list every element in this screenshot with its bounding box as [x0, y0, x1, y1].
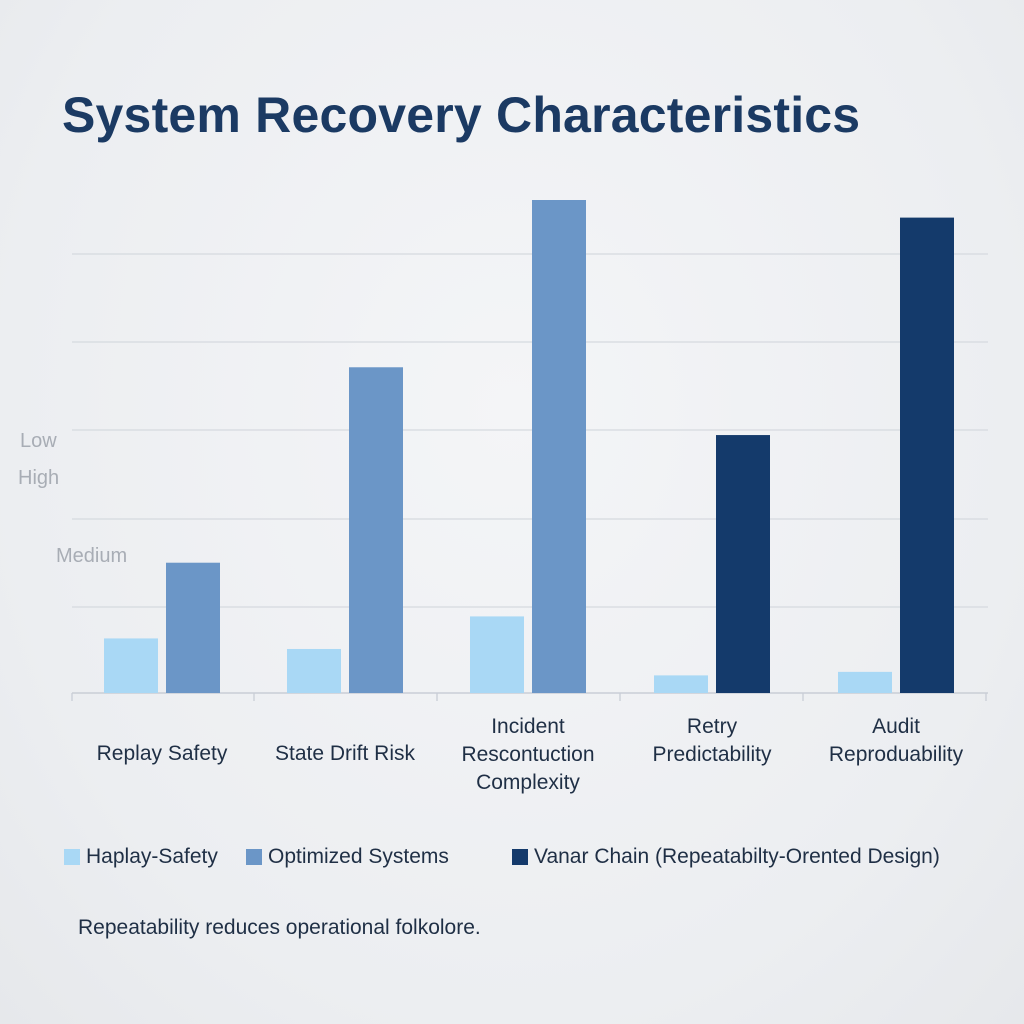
x-category-label: Reproduability [829, 743, 964, 766]
x-category-label: Complexity [476, 771, 580, 794]
legend-label: Optimized Systems [268, 845, 449, 868]
y-tick-label: Medium [56, 545, 127, 567]
y-tick-label: Low [20, 430, 57, 452]
x-category-label: Retry [687, 715, 738, 738]
legend-label: Vanar Chain (Repeatabilty-Orented Design… [534, 845, 940, 868]
legend-swatch [64, 849, 80, 865]
x-category-label: Replay Safety [97, 742, 228, 765]
chart-caption: Repeatability reduces operational folkol… [78, 916, 481, 939]
bar-vanar-chain-repeatabilty-orented-design [900, 217, 954, 693]
legend-item-haplay-safety: Haplay-Safety [64, 845, 218, 869]
x-category-label: Predictability [652, 743, 772, 766]
legend-swatch [512, 849, 528, 865]
bar-optimized-systems [532, 200, 586, 693]
bar-haplay-safety [838, 671, 892, 693]
bar-haplay-safety [104, 638, 158, 693]
x-category-label: Audit [872, 715, 920, 738]
y-tick-label: High [18, 467, 59, 489]
x-axis [71, 692, 988, 701]
chart-title: System Recovery Characteristics [62, 87, 861, 143]
labels: Low High Medium Replay Safety State Drift Ri… [18, 430, 964, 794]
bar-haplay-safety [654, 675, 708, 693]
bar-haplay-safety [470, 616, 524, 693]
x-category-label: Incident [491, 715, 565, 738]
x-category-label: Rescontuction [461, 743, 594, 766]
bar-optimized-systems [166, 562, 220, 693]
gridlines [72, 253, 988, 608]
legend-item-vanar-chain: Vanar Chain (Repeatabilty-Orented Design… [512, 845, 940, 869]
bar-optimized-systems [349, 367, 403, 693]
bars [104, 200, 954, 693]
bar-haplay-safety [287, 648, 341, 693]
legend-swatch [246, 849, 262, 865]
legend-label: Haplay-Safety [86, 845, 218, 868]
legend-item-optimized-systems: Optimized Systems [246, 845, 449, 869]
bar-vanar-chain-repeatabilty-orented-design [716, 435, 770, 693]
x-category-label: State Drift Risk [275, 742, 416, 765]
